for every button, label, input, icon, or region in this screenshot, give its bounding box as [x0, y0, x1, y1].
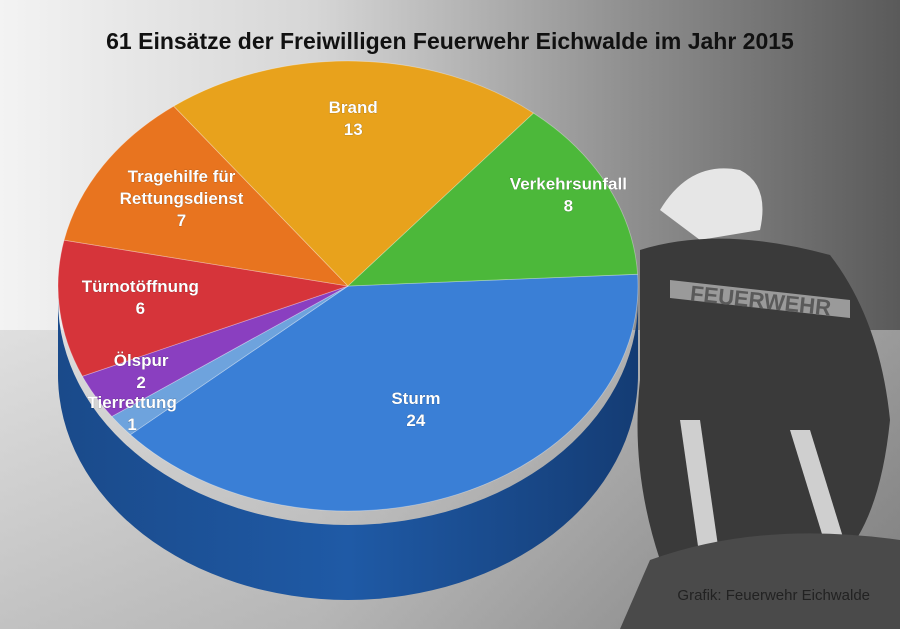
data-label-verkehrsunfall: Verkehrsunfall 8	[510, 174, 627, 215]
pie-slice-türnotöffnung	[57, 239, 349, 377]
pie-slice-brand	[173, 60, 535, 287]
data-label-ölspur: Ölspur 2	[114, 351, 169, 392]
chart-title: 61 Einsätze der Freiwilligen Feuerwehr E…	[106, 28, 794, 54]
data-label-brand: Brand 13	[329, 98, 378, 139]
pie-slice-sturm	[129, 273, 639, 512]
credit-text: Grafik: Feuerwehr Eichwalde	[677, 587, 870, 604]
pie-slice-tragehilfe-für-rettungsdienst	[63, 105, 350, 287]
data-label-tierrettung: Tierrettung 1	[87, 393, 176, 434]
pie-slices	[57, 60, 639, 512]
pie-slice-verkehrsunfall	[346, 112, 639, 287]
data-label-tragehilfe-für-rettungsdienst: Tragehilfe für Rettungsdienst 7	[120, 167, 244, 230]
pie-depth	[58, 300, 638, 600]
pie-slice-ölspur	[81, 285, 349, 418]
data-label-türnotöffnung: Türnotöffnung 6	[82, 277, 199, 318]
data-label-sturm: Sturm 24	[391, 389, 440, 430]
firefighter-silhouette: FEUERWEHR	[620, 168, 900, 629]
pie-slice-tierrettung	[111, 285, 349, 436]
